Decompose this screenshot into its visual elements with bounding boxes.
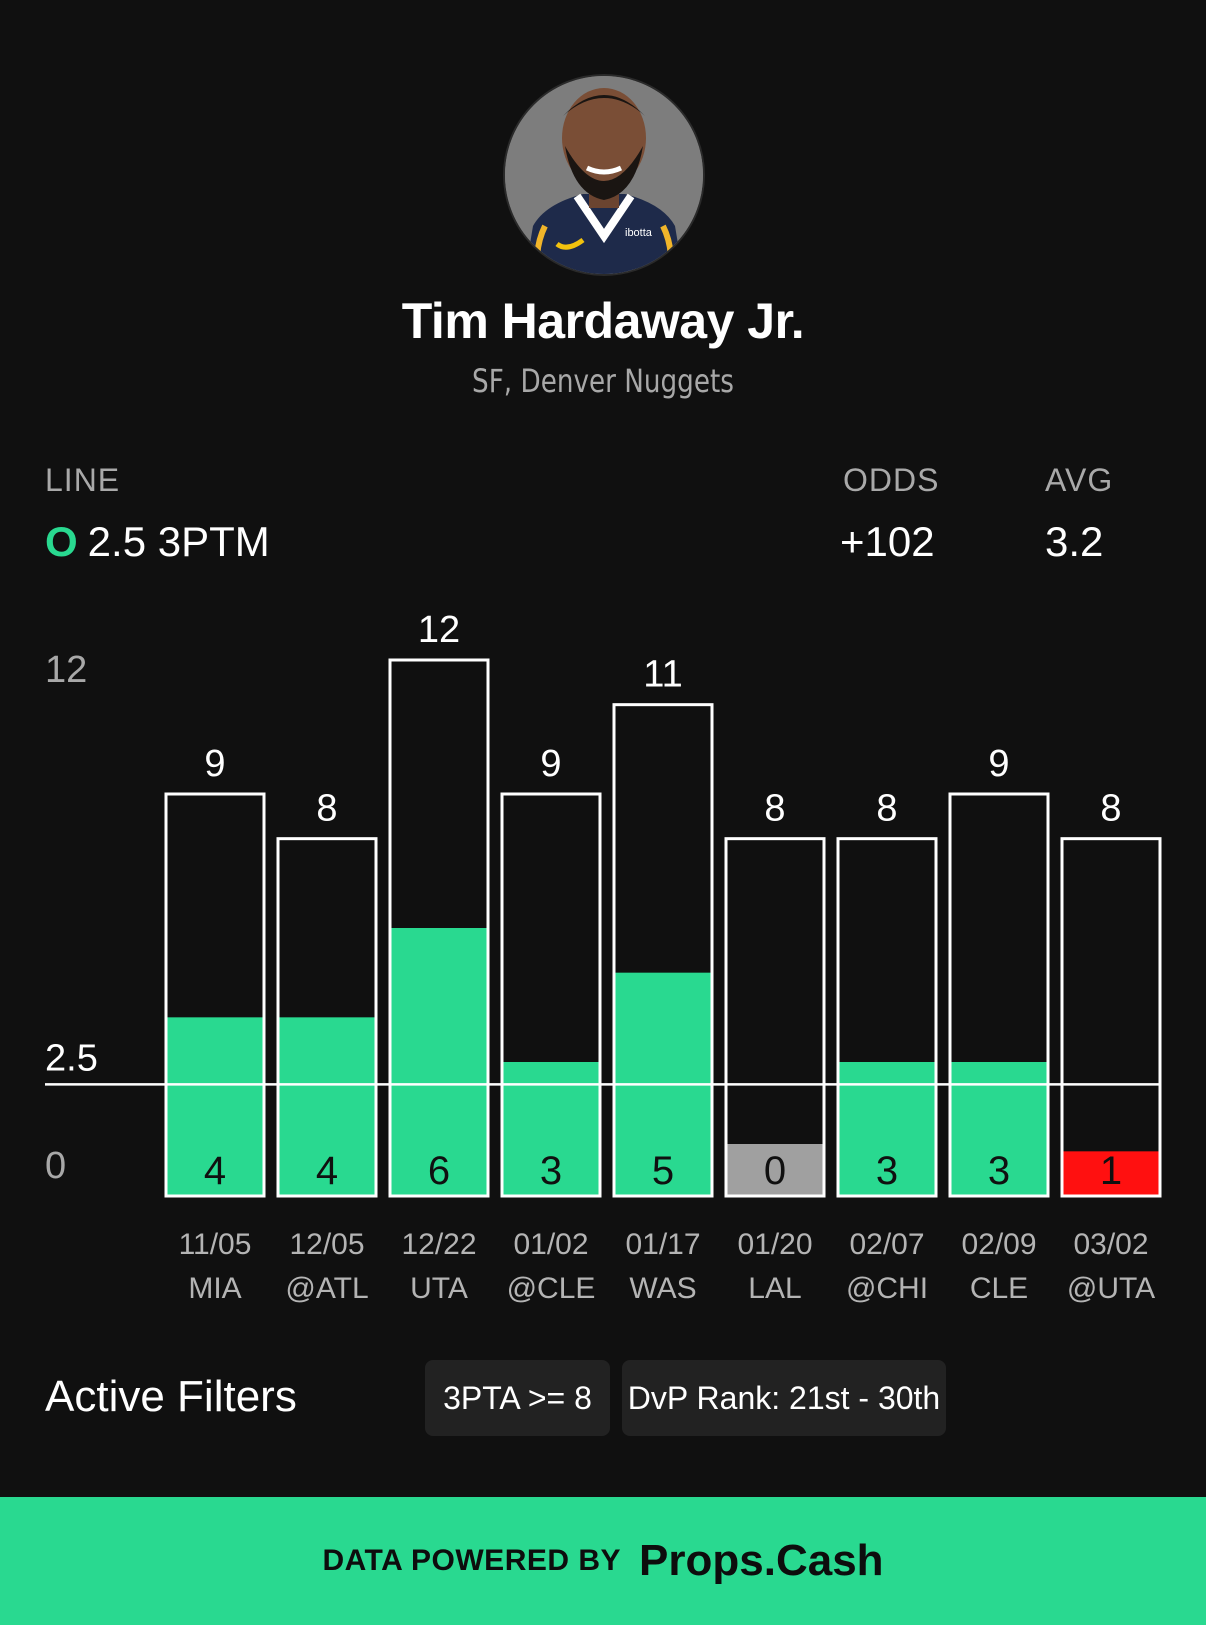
player-avatar: ibotta bbox=[503, 74, 705, 276]
attempts-value-label: 12 bbox=[418, 609, 460, 651]
x-tick-date: 11/05 bbox=[179, 1228, 252, 1261]
active-filters-title: Active Filters bbox=[45, 1372, 297, 1421]
player-team: SF, Denver Nuggets bbox=[472, 362, 734, 400]
y-tick-label-max: 12 bbox=[45, 649, 87, 691]
jersey-sponsor-logo: ibotta bbox=[625, 227, 653, 239]
x-tick-date: 12/05 bbox=[289, 1228, 364, 1261]
footer-brand-logo: Props.Cash bbox=[639, 1536, 884, 1585]
odds-label: ODDS bbox=[843, 462, 940, 498]
player-name: Tim Hardaway Jr. bbox=[401, 293, 805, 349]
x-tick-date: 02/09 bbox=[961, 1228, 1036, 1261]
odds-value: +102 bbox=[840, 518, 935, 565]
x-tick-date: 12/22 bbox=[401, 1228, 476, 1261]
made-value-label: 3 bbox=[540, 1149, 562, 1193]
y-tick-label-zero: 0 bbox=[45, 1145, 66, 1187]
filter-chip-3pta[interactable]: 3PTA >= 8 bbox=[425, 1360, 610, 1436]
x-tick-date: 01/02 bbox=[513, 1228, 588, 1261]
avg-value: 3.2 bbox=[1045, 518, 1104, 565]
x-tick-opponent: @CHI bbox=[846, 1272, 928, 1305]
attempts-value-label: 8 bbox=[764, 788, 785, 830]
prop-line-label: 2.5 bbox=[45, 1037, 98, 1079]
made-value-label: 4 bbox=[204, 1149, 226, 1193]
attempts-bar bbox=[724, 837, 826, 1198]
x-tick-date: 01/20 bbox=[737, 1228, 812, 1261]
x-tick-opponent: @UTA bbox=[1067, 1272, 1155, 1305]
attempts-value-label: 9 bbox=[204, 743, 225, 785]
made-bar bbox=[167, 1017, 263, 1195]
x-tick-opponent: LAL bbox=[748, 1272, 801, 1305]
x-tick-date: 01/17 bbox=[625, 1228, 700, 1261]
made-bar bbox=[391, 928, 487, 1195]
x-tick-date: 02/07 bbox=[849, 1228, 924, 1261]
made-value-label: 4 bbox=[316, 1149, 338, 1193]
line-value: O 2.5 3PTM bbox=[45, 518, 270, 566]
player-headshot-image: ibotta bbox=[505, 76, 703, 274]
x-tick-opponent: WAS bbox=[629, 1272, 696, 1305]
x-tick-opponent: @ATL bbox=[285, 1272, 368, 1305]
over-indicator: O bbox=[45, 518, 78, 565]
x-tick-date: 03/02 bbox=[1073, 1228, 1148, 1261]
attempts-value-label: 9 bbox=[988, 743, 1009, 785]
attempts-value-label: 8 bbox=[316, 788, 337, 830]
x-tick-opponent: CLE bbox=[970, 1272, 1028, 1305]
made-value-label: 0 bbox=[764, 1149, 786, 1193]
made-value-label: 5 bbox=[652, 1149, 674, 1193]
made-bar bbox=[727, 1144, 823, 1195]
made-bar bbox=[279, 1017, 375, 1195]
filter-chip-dvp-rank[interactable]: DvP Rank: 21st - 30th bbox=[622, 1360, 946, 1436]
line-stat: 2.5 3PTM bbox=[87, 518, 270, 565]
footer-banner[interactable]: DATA POWERED BY Props.Cash bbox=[0, 1497, 1206, 1625]
made-value-label: 1 bbox=[1100, 1149, 1122, 1193]
made-value-label: 3 bbox=[988, 1149, 1010, 1193]
made-value-label: 6 bbox=[428, 1149, 450, 1193]
attempts-value-label: 11 bbox=[643, 654, 682, 696]
attempts-bar bbox=[1060, 837, 1162, 1198]
attempts-value-label: 8 bbox=[876, 788, 897, 830]
x-tick-opponent: MIA bbox=[188, 1272, 241, 1305]
x-tick-opponent: UTA bbox=[410, 1272, 468, 1305]
line-label: LINE bbox=[45, 462, 121, 498]
attempts-value-label: 8 bbox=[1100, 788, 1121, 830]
attempts-value-label: 9 bbox=[540, 743, 561, 785]
footer-powered-by: DATA POWERED BY bbox=[322, 1544, 622, 1577]
made-bar bbox=[1063, 1151, 1159, 1195]
made-value-label: 3 bbox=[876, 1149, 898, 1193]
avg-label: AVG bbox=[1045, 462, 1114, 498]
x-tick-opponent: @CLE bbox=[507, 1272, 596, 1305]
game-log-bar-chart: 12 0 9 4 11/05 MIA 8 4 12/05 @ATL 12 6 12/22 UTA 9 3 01/… bbox=[45, 609, 1162, 1305]
